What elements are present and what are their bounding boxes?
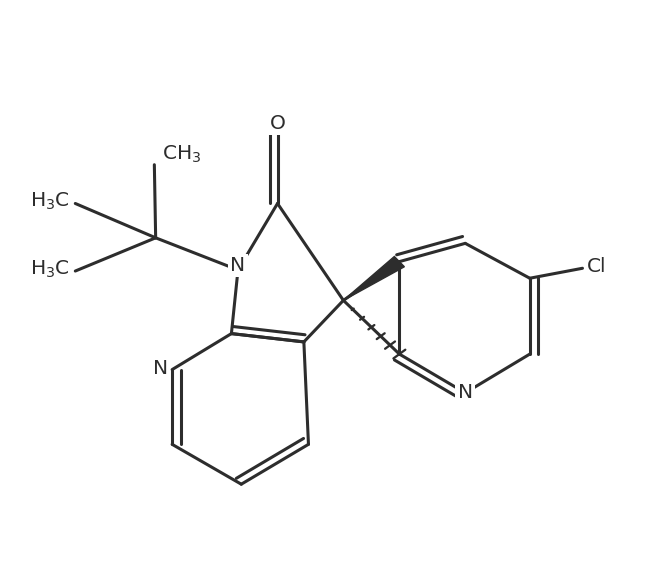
Polygon shape bbox=[344, 256, 404, 300]
Text: N: N bbox=[458, 383, 473, 402]
Text: H$_3$C: H$_3$C bbox=[30, 259, 70, 280]
Text: CH$_3$: CH$_3$ bbox=[162, 144, 201, 165]
Text: N: N bbox=[153, 359, 168, 378]
Text: Cl: Cl bbox=[587, 257, 607, 276]
Text: O: O bbox=[269, 114, 285, 133]
Text: N: N bbox=[230, 256, 245, 275]
Text: H$_3$C: H$_3$C bbox=[30, 191, 70, 212]
